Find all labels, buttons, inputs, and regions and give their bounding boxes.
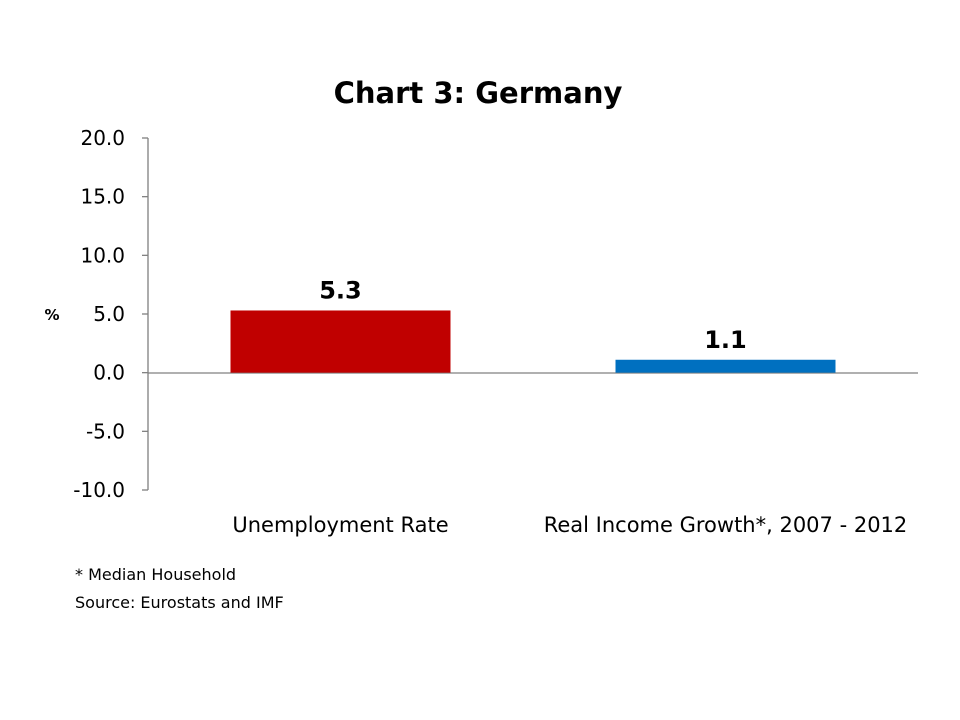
chart-title: Chart 3: Germany xyxy=(334,76,623,110)
data-label: 5.3 xyxy=(319,276,362,304)
y-tick-label: 20.0 xyxy=(80,126,125,150)
y-tick-label: 5.0 xyxy=(93,302,125,326)
y-axis-label: % xyxy=(44,306,59,324)
category-label: Real Income Growth*, 2007 - 2012 xyxy=(544,513,908,537)
y-tick-label: 10.0 xyxy=(80,243,125,267)
y-tick-label: -10.0 xyxy=(73,478,125,502)
y-tick-label: 0.0 xyxy=(93,361,125,385)
category-label: Unemployment Rate xyxy=(232,513,448,537)
footnote-median-household: * Median Household xyxy=(75,565,237,584)
data-label: 1.1 xyxy=(704,326,747,354)
footnote-source: Source: Eurostats and IMF xyxy=(75,593,284,612)
bar xyxy=(615,359,836,373)
y-tick-label: 15.0 xyxy=(80,185,125,209)
y-tick-label: -5.0 xyxy=(86,419,125,443)
bar xyxy=(230,310,451,373)
